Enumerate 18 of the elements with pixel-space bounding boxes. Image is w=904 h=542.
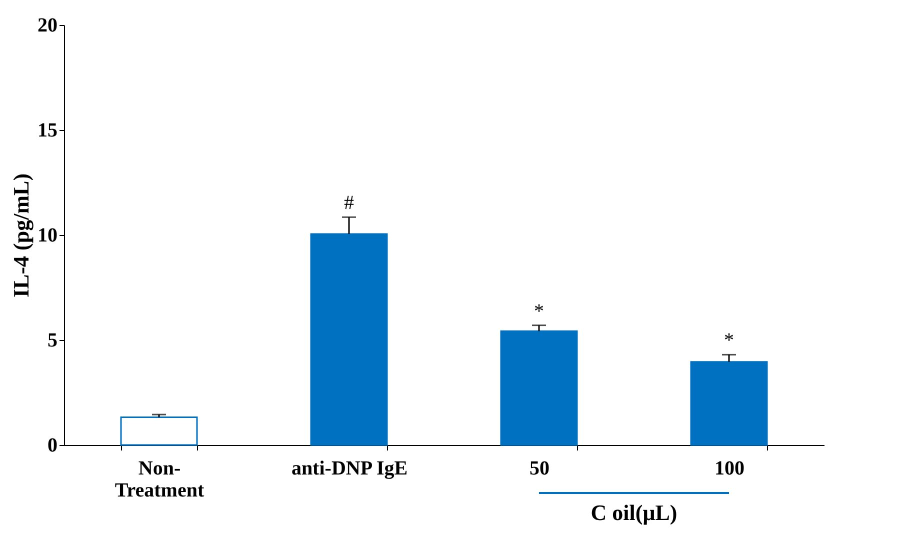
bar bbox=[120, 416, 198, 446]
y-tick-label: 15 bbox=[38, 120, 58, 142]
y-tick-label: 10 bbox=[38, 224, 58, 246]
annotation: # bbox=[344, 192, 354, 214]
bar bbox=[500, 330, 578, 446]
annotation: * bbox=[534, 300, 544, 322]
bar bbox=[690, 361, 768, 446]
y-tick-label: 20 bbox=[38, 14, 58, 36]
y-axis-title: IL-4 (pg/mL) bbox=[8, 173, 34, 298]
x-tick-label: anti-DNP IgE bbox=[291, 458, 408, 480]
x-tick-label: Non- Treatment bbox=[114, 458, 204, 502]
x-tick-label: 100 bbox=[714, 458, 744, 480]
text: C oil(μL) bbox=[590, 500, 678, 525]
y-tick-label: 0 bbox=[48, 434, 58, 456]
x-tick-label: 50 bbox=[530, 458, 550, 480]
annotation: * bbox=[724, 330, 734, 352]
y-tick-label: 5 bbox=[48, 330, 58, 352]
bar bbox=[310, 233, 388, 446]
